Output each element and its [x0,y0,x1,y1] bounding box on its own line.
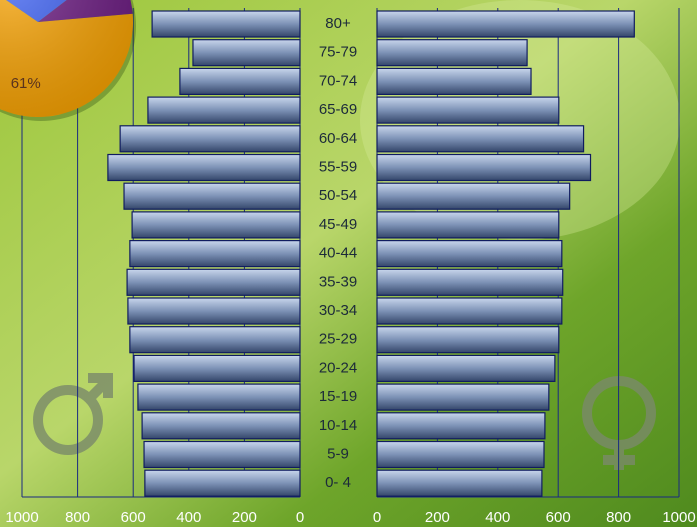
bar [192,39,301,67]
bar [131,211,301,239]
x-tick-label: 200 [425,509,450,526]
x-tick-label: 1000 [5,509,38,526]
bar [141,412,301,440]
category-label: 55-59 [319,158,357,175]
bar [376,469,543,497]
bar [376,268,564,296]
bar [376,153,592,182]
category-label: 35-39 [319,273,357,290]
bar [147,96,301,124]
category-label: 10-14 [319,417,357,434]
x-tick-label: 800 [65,509,90,526]
x-tick-label: 0 [296,509,304,526]
x-tick-label: 800 [606,509,631,526]
bar [376,440,545,469]
category-label: 65-69 [319,101,357,118]
bar [376,383,550,411]
category-label: 75-79 [319,44,357,61]
category-label: 15-19 [319,388,357,405]
bar [376,125,585,153]
bar [129,240,301,268]
bar [143,440,301,469]
x-tick-label: 600 [546,509,571,526]
category-label: 25-29 [319,331,357,348]
bar [151,10,301,38]
bar [129,326,301,354]
bar [376,10,635,38]
pie-shade [0,0,133,117]
bar [127,297,301,325]
bar [107,153,301,182]
bar [126,268,301,296]
category-label: 5-9 [327,445,349,462]
bar [376,412,546,440]
bar [376,354,556,382]
bar [137,383,301,411]
category-label: 70-74 [319,72,357,89]
category-label: 0- 4 [325,474,351,491]
male-symbol [33,373,113,455]
bar [376,39,528,67]
category-label: 30-34 [319,302,357,319]
bar [376,297,563,325]
bar [376,96,560,124]
bar [376,240,563,268]
bar [376,182,571,210]
bar [376,326,560,354]
x-tick-label: 400 [485,509,510,526]
bar [119,125,301,153]
category-label: 50-54 [319,187,357,204]
category-label: 80+ [325,15,351,32]
category-label: 20-24 [319,359,357,376]
bar [376,211,560,239]
bar [144,469,301,497]
category-label: 40-44 [319,245,357,262]
bar [123,182,301,210]
bar [376,67,532,96]
bar [179,67,301,96]
x-tick-label: 0 [373,509,381,526]
category-label: 45-49 [319,216,357,233]
x-tick-label: 400 [176,509,201,526]
category-label: 60-64 [319,130,357,147]
x-tick-label: 600 [121,509,146,526]
x-tick-label: 1000 [662,509,695,526]
bar [133,354,301,382]
x-tick-label: 200 [232,509,257,526]
